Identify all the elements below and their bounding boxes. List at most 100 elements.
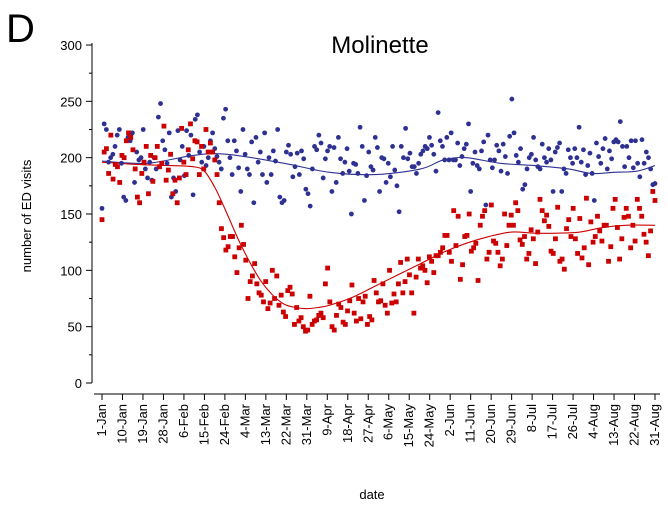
data-point-red [201, 166, 207, 172]
data-point-blue [129, 130, 135, 136]
data-point-red [648, 228, 653, 234]
data-point-red [499, 256, 505, 262]
data-point-blue [448, 130, 454, 136]
data-point-red [577, 216, 583, 221]
data-point-red [254, 281, 260, 287]
data-point-blue [420, 148, 426, 154]
x-tick-label: 8-Jul [524, 404, 539, 432]
data-point-blue [184, 128, 189, 134]
data-point-red [641, 231, 647, 237]
data-point-red [391, 291, 397, 297]
y-tick-label: 100 [60, 263, 82, 278]
data-point-blue [511, 130, 517, 136]
data-point-blue [331, 145, 337, 150]
data-point-red [225, 244, 231, 250]
data-point-blue [370, 167, 376, 173]
data-point-blue [600, 146, 606, 152]
data-point-blue [624, 144, 630, 149]
data-point-red [475, 278, 481, 283]
data-point-red [592, 234, 598, 239]
data-point-red [466, 211, 472, 217]
data-point-red [245, 296, 251, 301]
data-point-blue [544, 159, 549, 165]
data-point-red [265, 306, 271, 312]
x-tick-label: 24-May [422, 404, 437, 448]
data-point-blue [116, 127, 122, 132]
data-point-blue [643, 149, 649, 155]
data-point-blue [106, 159, 111, 165]
data-point-red [168, 151, 173, 157]
data-point-blue [362, 198, 367, 203]
data-point-red [207, 140, 213, 146]
data-point-blue [192, 116, 198, 122]
data-point-red [380, 281, 386, 287]
data-point-red [141, 159, 147, 165]
data-point-blue [633, 138, 638, 144]
x-tick-label: 10-Jan [114, 404, 129, 444]
data-point-blue [333, 180, 339, 185]
data-point-red [628, 245, 634, 251]
data-point-red [205, 149, 211, 155]
data-point-red [568, 234, 574, 239]
data-point-blue [509, 96, 515, 102]
data-point-blue [550, 189, 556, 194]
data-point-red [252, 261, 258, 266]
data-point-blue [385, 160, 391, 166]
data-point-blue [388, 174, 393, 180]
data-point-blue [253, 134, 259, 140]
y-tick-label: 150 [60, 207, 82, 222]
data-point-blue [416, 160, 422, 166]
data-point-blue [114, 132, 120, 138]
data-point-blue [546, 146, 552, 152]
x-tick-label: 2-Jun [442, 404, 457, 437]
x-tick-label: 29-Jun [504, 404, 519, 444]
data-point-red [126, 130, 131, 136]
data-point-red [588, 219, 594, 225]
x-tick-label: 27-Apr [360, 403, 375, 443]
data-point-blue [179, 144, 185, 149]
data-point-red [349, 282, 355, 288]
data-point-red [241, 242, 246, 247]
data-point-blue [401, 155, 406, 161]
data-point-blue [487, 157, 493, 163]
data-point-red [610, 205, 616, 211]
x-tick-label: 4-Aug [586, 404, 601, 439]
data-point-blue [548, 157, 554, 163]
data-point-red [272, 296, 277, 301]
data-point-blue [210, 130, 216, 136]
data-point-blue [188, 132, 194, 138]
data-point-red [597, 228, 603, 234]
data-point-blue [520, 186, 526, 192]
data-point-red [351, 310, 357, 316]
data-point-red [533, 261, 538, 266]
data-point-red [539, 208, 545, 214]
data-point-blue [301, 156, 307, 162]
data-point-red [469, 248, 474, 254]
x-tick-label: 11-Jun [463, 404, 478, 443]
data-point-blue [366, 149, 372, 155]
data-point-red [453, 243, 459, 248]
data-point-blue [320, 175, 326, 181]
data-point-red [407, 272, 412, 278]
data-point-blue [257, 149, 263, 155]
data-point-red [373, 290, 379, 296]
data-point-red [637, 205, 642, 211]
data-point-blue [225, 138, 231, 144]
data-point-blue [411, 164, 417, 170]
data-point-blue [277, 194, 283, 200]
data-point-red [575, 251, 580, 256]
data-point-blue [227, 155, 233, 161]
x-axis-label: date [359, 487, 384, 502]
data-point-red [115, 164, 120, 170]
data-point-blue [561, 166, 567, 172]
data-point-blue [314, 147, 320, 153]
data-point-red [342, 322, 348, 327]
data-point-red [236, 245, 242, 251]
data-point-blue [563, 171, 569, 176]
data-point-blue [335, 134, 341, 140]
data-point-blue [555, 145, 560, 150]
data-point-blue [581, 147, 586, 153]
data-point-red [108, 132, 114, 138]
data-point-red [99, 217, 105, 223]
data-point-red [634, 196, 640, 202]
